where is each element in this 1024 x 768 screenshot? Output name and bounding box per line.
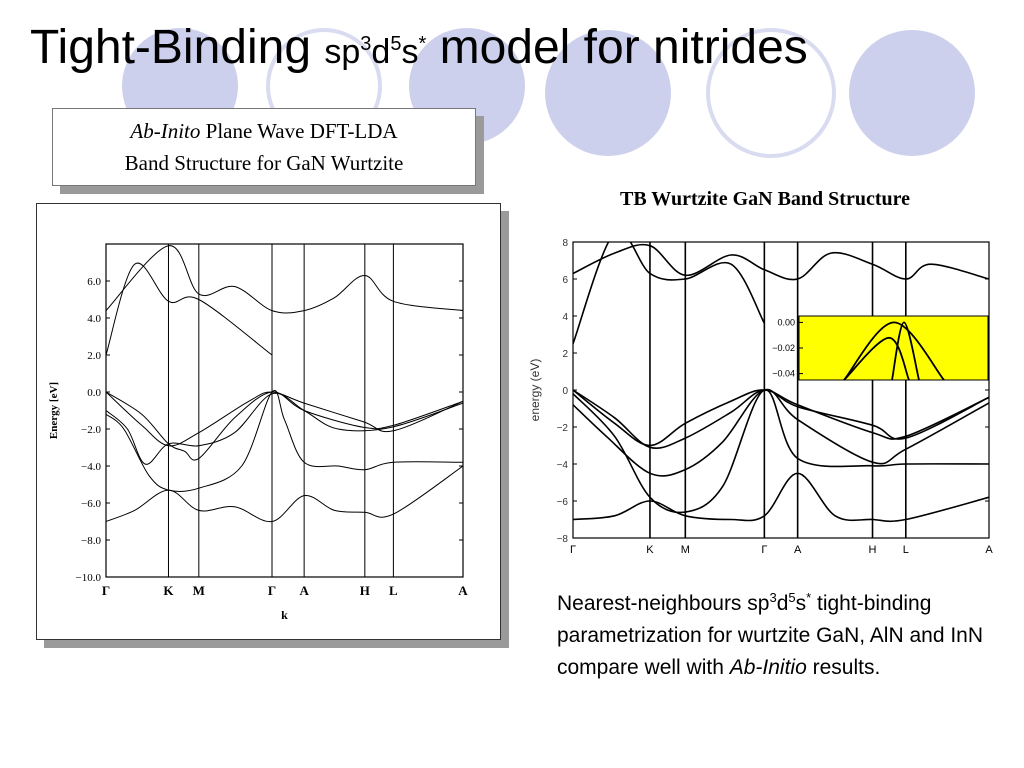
plot-frame [105,243,464,578]
y-tick-label: 0 [562,386,568,397]
dft-chart-frame: 6.0 4.0 2.0 0.0 −2.0 −4.0 −6.0 −8.0 −10.0 Γ K M Γ A H L… [36,203,501,640]
decor-ring [706,28,836,158]
title-main: Tight-Binding [30,21,325,74]
desc-italic: Ab-Initio [729,656,807,679]
y-tick-label: 6 [562,275,568,286]
inset-band-line [843,336,910,381]
y-tick-label: −8.0 [81,535,101,547]
desc-part: Nearest-neighbours sp [557,592,770,615]
bands-group [106,245,463,523]
y-tick-label: 2 [562,349,568,360]
y-tick-label: 4.0 [87,313,101,325]
y-tick-label: −4 [557,460,569,471]
desc-sup: * [806,590,812,605]
slide-title: Tight-Binding sp3d5s* model for nitrides [30,18,808,82]
tb-chart-title: TB Wurtzite GaN Band Structure [619,188,910,210]
y-tick-label: −6.0 [81,498,101,510]
y-tick-label: 2.0 [87,350,101,362]
desc-part: d [776,592,789,615]
inset-y-tick-label: 0.00 [777,317,795,327]
y-tick-label: −6 [557,497,569,508]
caption-line1: Ab-Inito Plane Wave DFT-LDA [53,115,475,147]
kpoint-label: L [903,544,909,556]
kpoint-label: Γ [570,544,576,556]
band-line [573,243,989,281]
band-line [573,389,989,449]
desc-part: s [795,592,807,615]
band-line [106,465,463,523]
band-line [573,389,989,514]
description-text: Nearest-neighbours sp3d5s* tight-binding… [557,582,987,684]
x-axis-label: k [281,608,288,622]
kpoint-label: H [869,544,877,556]
title-d: d [371,33,391,71]
y-tick-label: 8 [562,238,568,249]
inset-band-line [843,321,945,381]
plot-frame [572,241,990,539]
kpoint-label: L [389,583,398,598]
kpoint-label: K [646,544,654,556]
kpoint-label: Γ [761,544,767,556]
decor-circle [849,30,975,156]
y-tick-label: 0.0 [87,387,101,399]
band-line [573,472,989,523]
kpoint-label: K [163,583,174,598]
band-line [573,388,989,477]
title-sup: 3 [360,33,372,55]
y-tick-label: −2 [557,423,569,434]
kpoint-label: M [681,544,690,556]
title-s: s [401,33,419,71]
kpoint-label: Γ [268,583,276,598]
band-line [573,242,766,345]
desc-sup: 3 [769,590,777,605]
y-tick-label: −8 [557,534,569,545]
y-tick-label: 6.0 [87,276,101,288]
inset-band-line [891,321,920,381]
kpoint-label: A [985,544,993,556]
desc-part: tight-binding parametrization for wurtzi… [557,592,984,679]
desc-part: results. [806,656,881,679]
y-axis-label: energy (eV) [528,359,542,422]
title-sp: sp [324,33,361,71]
y-tick-label: −10.0 [76,572,102,584]
kpoint-label: A [458,583,468,598]
band-line [106,245,463,314]
caption-line2: Band Structure for GaN Wurtzite [124,151,404,175]
bands-group [573,242,989,523]
caption-box: Ab-Inito Plane Wave DFT-LDA Band Structu… [52,108,476,186]
kpoint-label: A [299,583,309,598]
title-sup: * [418,33,427,55]
y-tick-label: 4 [562,312,568,323]
caption-italic: Ab-Inito [130,119,201,143]
desc-sup: 5 [788,590,796,605]
title-rest: model for nitrides [426,21,808,74]
inset-y-tick-label: −0.02 [772,343,795,353]
caption-line1-rest: Plane Wave DFT-LDA [200,119,398,143]
y-tick-label: −4.0 [81,461,101,473]
title-sup: 5 [390,33,402,55]
band-line [106,389,463,492]
band-line [106,391,463,461]
y-axis-label: Energy [eV] [48,382,60,439]
band-line [106,391,463,447]
decor-circle [545,30,671,156]
y-tick-label: −2.0 [81,424,101,436]
kpoint-label: A [794,544,802,556]
kpoint-label: H [360,583,370,598]
band-line [106,392,463,465]
dft-band-chart: 6.04.02.00.0−2.0−4.0−6.0−8.0−10.0Γ K M Γ A H L… [48,243,468,622]
kpoint-label: Γ [102,583,110,598]
kpoint-label: M [193,583,205,598]
inset-y-tick-label: −0.04 [772,369,795,379]
